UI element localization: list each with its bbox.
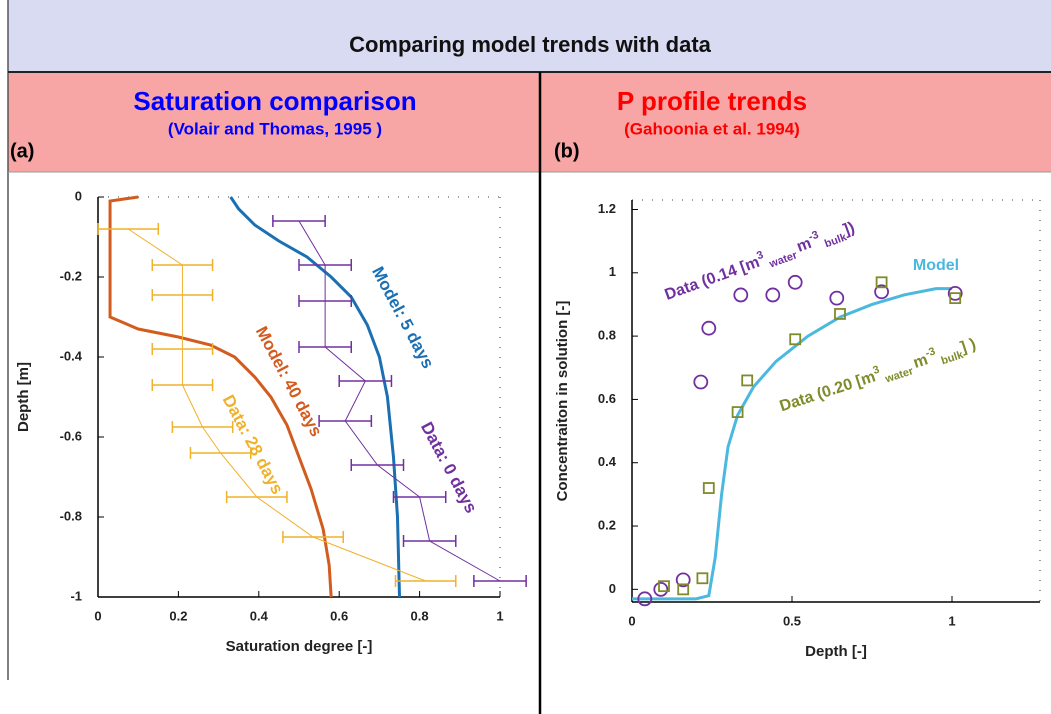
series-label: Model	[913, 257, 959, 274]
error-bar	[338, 375, 393, 387]
marker	[733, 287, 749, 303]
marker	[675, 572, 691, 588]
series-line	[108, 195, 333, 598]
header-band	[8, 0, 1051, 72]
label-part: -3	[807, 229, 820, 244]
error-bar	[97, 223, 160, 235]
error-bar	[151, 379, 214, 391]
series-label: Data (0.20 [m3 waterm-3 bulk] )	[777, 333, 980, 419]
marker	[658, 580, 670, 593]
marker	[702, 482, 715, 494]
series-label: Data (0.14 [m3 waterm-3 bulk])	[662, 216, 859, 307]
marker	[693, 374, 709, 390]
error-bar	[402, 535, 457, 547]
y-tick-label: 1.2	[598, 201, 616, 216]
y-axis-label: Concentraiton in solution [-]	[554, 301, 571, 502]
y-tick-label: 0	[75, 188, 82, 203]
label-part: water	[883, 365, 916, 386]
panel-tag: (a)	[10, 140, 34, 162]
error-bar	[298, 295, 353, 307]
marker	[829, 290, 845, 306]
marker	[874, 284, 889, 300]
label-part: ] )	[959, 336, 979, 357]
error-bar	[298, 259, 353, 271]
label-part: Data (0.20 [m	[778, 369, 878, 416]
y-tick-label: -0.8	[60, 508, 82, 523]
error-bar	[171, 421, 234, 433]
marker	[765, 287, 781, 303]
x-tick-label: 1	[948, 613, 955, 628]
y-tick-label: 0.8	[598, 328, 616, 343]
label-part: m	[795, 235, 814, 256]
x-axis-label: Saturation degree [-]	[226, 638, 373, 655]
series-label: Data: 0 days	[417, 419, 481, 516]
y-axis-label: Depth [m]	[15, 362, 32, 432]
y-tick-label: 0.6	[598, 391, 616, 406]
marker	[696, 572, 709, 585]
marker	[741, 374, 754, 387]
error-bar	[350, 459, 405, 471]
x-axis-label: Depth [-]	[805, 643, 867, 660]
x-tick-label: 0	[94, 608, 101, 623]
error-bar	[151, 259, 214, 271]
panel-tag: (b)	[554, 140, 580, 162]
error-bar	[473, 575, 527, 587]
y-tick-label: 0.4	[598, 454, 617, 469]
error-bar	[272, 215, 326, 227]
x-tick-label: 0	[628, 613, 635, 628]
panel-subtitle: (Gahoonia et al. 1994)	[624, 119, 800, 138]
label-part: m	[911, 352, 930, 373]
marker	[731, 406, 744, 418]
marker	[834, 308, 846, 320]
x-tick-label: 0.5	[783, 613, 801, 628]
y-tick-label: 1	[609, 264, 616, 279]
marker	[677, 583, 690, 596]
label-part: 3	[755, 249, 765, 262]
label-part: -3	[924, 345, 937, 359]
panel-header-band	[8, 73, 1051, 172]
x-tick-label: 0.4	[250, 608, 269, 623]
label-part: 3	[871, 364, 881, 377]
error-bar	[282, 531, 344, 543]
x-tick-label: 0.6	[330, 608, 348, 623]
marker	[701, 320, 717, 336]
error-bar	[394, 575, 457, 587]
marker	[949, 292, 962, 305]
marker	[875, 276, 888, 289]
slide-title: Comparing model trends with data	[349, 32, 712, 57]
y-tick-label: -0.4	[60, 348, 83, 363]
y-tick-label: -0.6	[60, 428, 82, 443]
x-tick-label: 0.8	[411, 608, 429, 623]
error-bar	[151, 289, 214, 301]
panel-title: Saturation comparison	[133, 86, 416, 116]
error-bar	[318, 415, 373, 427]
y-tick-label: 0.2	[598, 517, 616, 532]
y-tick-label: -1	[70, 588, 82, 603]
y-tick-label: 0	[609, 581, 616, 596]
panel-title: P profile trends	[617, 86, 807, 116]
error-bar	[225, 491, 288, 503]
marker	[637, 591, 653, 607]
marker	[947, 285, 963, 301]
y-tick-label: -0.2	[60, 268, 82, 283]
x-tick-label: 0.2	[169, 608, 187, 623]
series-line	[632, 287, 952, 601]
label-part: water	[767, 249, 800, 271]
series-line	[298, 220, 501, 582]
series-line	[127, 228, 426, 582]
x-tick-label: 1	[496, 608, 503, 623]
error-bar	[298, 341, 353, 353]
error-bar	[189, 447, 252, 459]
marker	[787, 274, 803, 290]
marker	[653, 581, 669, 597]
marker	[789, 333, 802, 346]
error-bar	[151, 343, 214, 355]
error-bar	[392, 491, 447, 503]
series-label: Model: 40 days	[252, 323, 326, 440]
panel-subtitle: (Volair and Thomas, 1995 )	[168, 119, 382, 138]
